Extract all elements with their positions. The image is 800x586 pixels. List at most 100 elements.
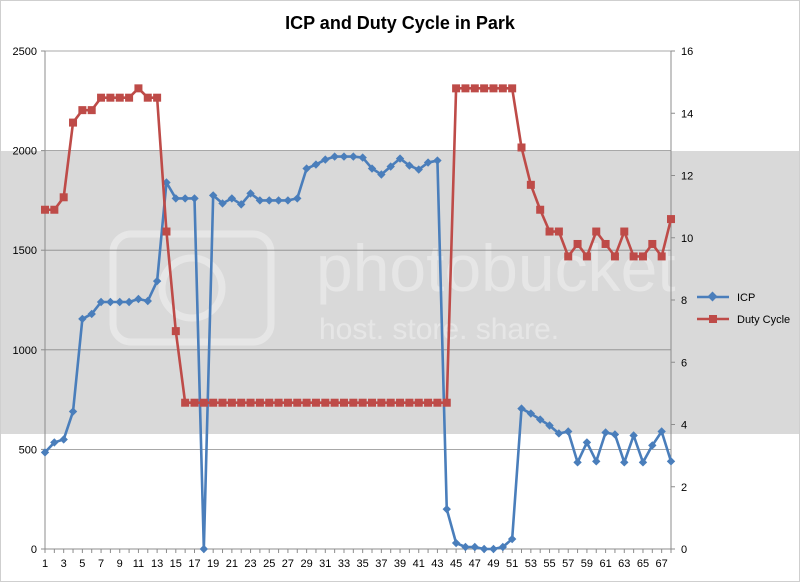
data-point-duty-cycle <box>424 398 433 407</box>
data-point-duty-cycle <box>470 84 479 93</box>
data-point-duty-cycle <box>78 106 87 115</box>
data-point-duty-cycle <box>349 398 358 407</box>
left-tick-label: 500 <box>19 444 37 456</box>
x-tick-label: 61 <box>599 558 611 570</box>
x-tick-label: 63 <box>618 558 630 570</box>
data-point-icp <box>143 296 152 306</box>
x-tick-label: 13 <box>151 558 163 570</box>
data-point-duty-cycle <box>190 398 199 407</box>
data-point-duty-cycle <box>283 398 292 407</box>
right-tick-label: 12 <box>681 171 693 183</box>
data-point-icp <box>330 152 339 161</box>
data-point-duty-cycle <box>396 398 405 407</box>
data-point-duty-cycle <box>629 252 638 261</box>
data-point-duty-cycle <box>171 327 180 336</box>
data-point-duty-cycle <box>536 205 545 214</box>
data-point-icp <box>592 457 601 466</box>
right-tick-label: 14 <box>681 108 693 120</box>
data-point-duty-cycle <box>134 84 143 93</box>
data-point-icp <box>293 194 302 203</box>
data-point-duty-cycle <box>620 227 629 236</box>
x-tick-label: 45 <box>450 558 462 570</box>
data-point-icp <box>517 404 526 413</box>
x-tick-label: 43 <box>431 558 443 570</box>
data-point-icp <box>265 196 274 205</box>
data-point-icp <box>610 430 620 439</box>
data-point-duty-cycle <box>311 398 320 407</box>
data-point-icp <box>50 438 59 447</box>
data-point-duty-cycle <box>255 398 264 407</box>
legend-item-icp: ICP <box>697 291 755 304</box>
x-tick-label: 1 <box>42 558 48 570</box>
left-tick-label: 1500 <box>13 245 37 257</box>
x-tick-label: 31 <box>319 558 331 570</box>
data-point-icp <box>106 297 115 307</box>
data-point-icp <box>629 431 638 440</box>
x-tick-label: 5 <box>79 558 85 570</box>
data-point-duty-cycle <box>358 398 367 407</box>
data-point-icp <box>442 504 451 514</box>
data-point-icp <box>180 194 190 203</box>
x-tick-label: 37 <box>375 558 387 570</box>
data-point-duty-cycle <box>386 398 395 407</box>
data-point-icp <box>423 158 433 167</box>
data-point-icp <box>87 309 96 319</box>
right-tick-label: 0 <box>681 544 687 556</box>
data-point-icp <box>451 538 461 548</box>
data-point-duty-cycle <box>143 93 152 102</box>
data-point-icp <box>321 155 330 164</box>
legend: ICP Duty Cycle <box>697 291 790 326</box>
gridlines <box>45 50 671 450</box>
data-point-icp <box>526 409 536 418</box>
data-point-icp <box>461 542 470 552</box>
data-point-duty-cycle <box>368 398 377 407</box>
data-point-icp <box>377 170 386 179</box>
right-tick-label: 4 <box>681 420 687 432</box>
x-tick-label: 29 <box>300 558 312 570</box>
data-point-icp <box>582 438 592 447</box>
data-point-duty-cycle <box>181 398 190 407</box>
data-point-duty-cycle <box>265 398 274 407</box>
data-point-duty-cycle <box>69 118 78 127</box>
data-point-icp <box>666 457 676 466</box>
right-tick-label: 6 <box>681 357 687 369</box>
x-tick-label: 65 <box>637 558 649 570</box>
data-point-duty-cycle <box>50 205 59 214</box>
data-point-duty-cycle <box>59 193 68 202</box>
x-tick-label: 9 <box>117 558 123 570</box>
legend-label-icp: ICP <box>737 292 755 304</box>
data-point-duty-cycle <box>648 239 657 248</box>
data-point-duty-cycle <box>526 180 535 189</box>
x-tick-label: 35 <box>357 558 369 570</box>
data-point-duty-cycle <box>405 398 414 407</box>
data-point-duty-cycle <box>414 398 423 407</box>
data-point-icp <box>545 421 554 430</box>
watermark-tagline-text: host. store. share. <box>319 313 559 346</box>
data-point-icp <box>498 542 508 552</box>
x-tick-label: 47 <box>469 558 481 570</box>
data-point-duty-cycle <box>564 252 573 261</box>
data-point-icp <box>124 297 134 307</box>
data-point-icp <box>648 441 657 450</box>
data-point-icp <box>274 196 283 205</box>
data-point-icp <box>507 534 517 544</box>
data-point-icp <box>339 152 349 161</box>
data-point-duty-cycle <box>227 398 236 407</box>
data-point-duty-cycle <box>125 93 134 102</box>
x-tick-label: 7 <box>98 558 104 570</box>
watermark-band <box>1 151 799 434</box>
x-tick-label: 33 <box>338 558 350 570</box>
data-point-duty-cycle <box>237 398 246 407</box>
legend-item-duty-cycle: Duty Cycle <box>697 314 790 326</box>
data-point-icp <box>620 458 629 467</box>
x-tick-label: 23 <box>244 558 256 570</box>
x-tick-label: 27 <box>282 558 294 570</box>
data-point-duty-cycle <box>498 84 507 93</box>
data-point-icp <box>59 435 68 444</box>
data-point-duty-cycle <box>199 398 208 407</box>
data-point-icp <box>657 427 666 436</box>
x-tick-label: 15 <box>170 558 182 570</box>
data-point-duty-cycle <box>209 398 218 407</box>
data-point-duty-cycle <box>489 84 498 93</box>
